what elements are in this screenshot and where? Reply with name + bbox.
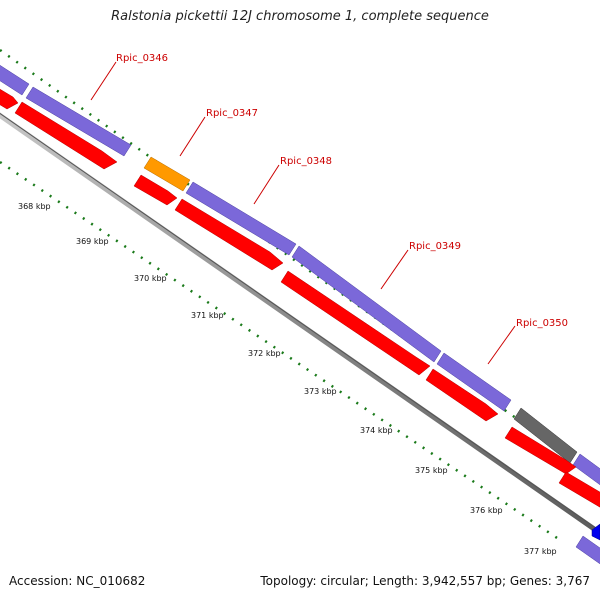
cds-blue[interactable] [591, 523, 600, 541]
tick-label: 372 kbp [248, 349, 281, 358]
cds-forward[interactable] [25, 86, 132, 157]
cds-reverse[interactable] [425, 368, 499, 422]
gene-label[interactable]: Rpic_0350 [516, 318, 568, 329]
tick-label: 371 kbp [191, 311, 224, 320]
leader-line [380, 249, 409, 290]
tick-label: 370 kbp [134, 274, 167, 283]
cds-reverse[interactable] [0, 88, 19, 110]
cds-forward[interactable] [291, 245, 442, 363]
leader-line [179, 116, 206, 157]
cds-forward[interactable] [575, 535, 600, 566]
gene-label[interactable]: Rpic_0346 [116, 53, 168, 64]
accession-label: Accession: NC_010682 [9, 574, 146, 588]
cds-forward[interactable] [0, 64, 30, 96]
leader-line [253, 164, 280, 205]
cds-reverse[interactable] [14, 101, 118, 170]
cds-reverse[interactable] [504, 426, 577, 475]
cds-reverse[interactable] [133, 174, 178, 206]
gene-label[interactable]: Rpic_0348 [280, 156, 332, 167]
cds-forward[interactable] [185, 181, 297, 256]
cds-forward[interactable] [572, 453, 600, 487]
tick-label: 368 kbp [18, 202, 51, 211]
reverse-strand [0, 88, 600, 509]
gene-labels: Rpic_0346 Rpic_0347 Rpic_0348 Rpic_0349 … [90, 53, 568, 365]
tick-label: 369 kbp [76, 237, 109, 246]
cds-forward[interactable] [436, 352, 512, 412]
backbone-edge [0, 112, 600, 532]
gc-content-dots [0, 48, 600, 480]
leader-line [90, 61, 117, 101]
ruler-ticks: 368 kbp 369 kbp 370 kbp 371 kbp 372 kbp … [18, 202, 557, 556]
tick-label: 373 kbp [304, 387, 337, 396]
cds-reverse[interactable] [280, 270, 431, 376]
forward-strand [0, 64, 600, 487]
tick-label: 374 kbp [360, 426, 393, 435]
cds-reverse[interactable] [558, 471, 600, 509]
cds-reverse[interactable] [174, 198, 284, 271]
backbone [0, 112, 600, 537]
leader-line [487, 325, 516, 365]
tick-label: 375 kbp [415, 466, 448, 475]
topology-summary: Topology: circular; Length: 3,942,557 bp… [260, 574, 590, 588]
cds-highlight[interactable] [143, 156, 191, 192]
map-title: Ralstonia pickettii 12J chromosome 1, co… [111, 9, 489, 24]
gene-label[interactable]: Rpic_0349 [409, 241, 461, 252]
gene-label[interactable]: Rpic_0347 [206, 108, 258, 119]
tick-label: 376 kbp [470, 506, 503, 515]
tick-label: 377 kbp [524, 547, 557, 556]
